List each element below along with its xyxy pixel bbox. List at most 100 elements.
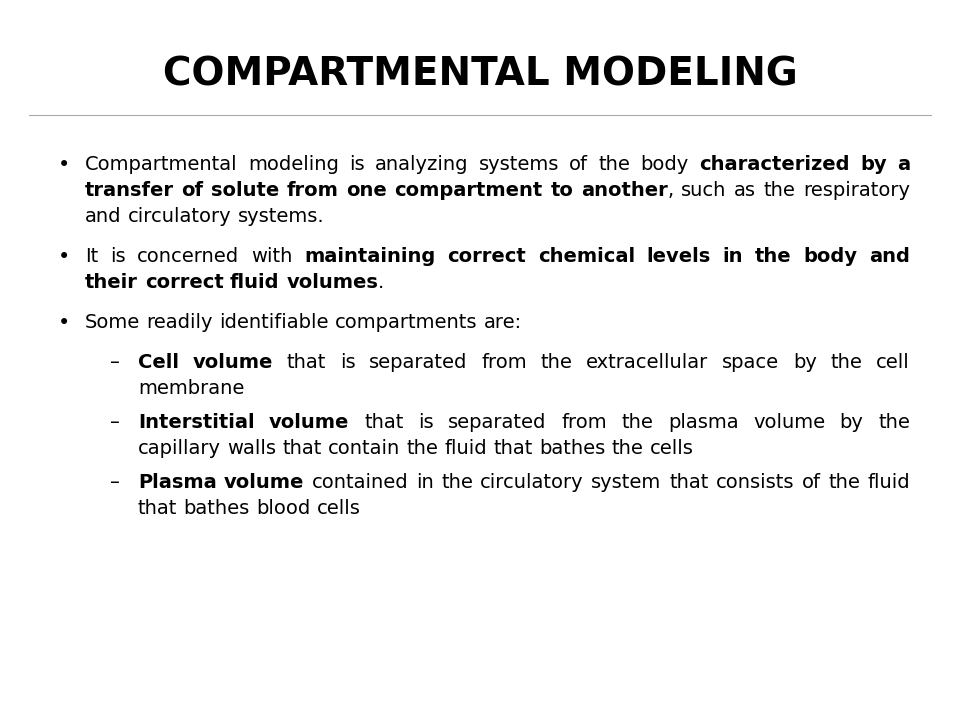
Text: to: to [550,181,573,200]
Text: from: from [562,413,607,432]
Text: correct: correct [447,247,526,266]
Text: cells: cells [317,499,361,518]
Text: their: their [85,273,138,292]
Text: that: that [493,439,533,458]
Text: one: one [347,181,387,200]
Text: a: a [897,155,910,174]
Text: walls: walls [228,439,276,458]
Text: •: • [58,155,70,175]
Text: the: the [599,155,631,174]
Text: systems.: systems. [238,207,324,226]
Text: another: another [581,181,667,200]
Text: membrane: membrane [138,379,245,398]
Text: and: and [869,247,910,266]
Text: of: of [181,181,204,200]
Text: is: is [418,413,434,432]
Text: capillary: capillary [138,439,221,458]
Text: analyzing: analyzing [375,155,468,174]
Text: as: as [734,181,756,200]
Text: the: the [755,247,792,266]
Text: correct: correct [145,273,224,292]
Text: consists: consists [716,473,794,492]
Text: solute: solute [211,181,279,200]
Text: volume: volume [753,413,826,432]
Text: •: • [58,313,70,333]
Text: that: that [669,473,708,492]
Text: Compartmental: Compartmental [85,155,238,174]
Text: that: that [364,413,403,432]
Text: bathes: bathes [540,439,606,458]
Text: is: is [110,247,126,266]
Text: of: of [569,155,588,174]
Text: •: • [58,247,70,267]
Text: volumes: volumes [286,273,378,292]
Text: Cell: Cell [138,353,179,372]
Text: systems: systems [479,155,559,174]
Text: extracellular: extracellular [587,353,708,372]
Text: the: the [621,413,653,432]
Text: by: by [860,155,887,174]
Text: Interstitial: Interstitial [138,413,254,432]
Text: COMPARTMENTAL MODELING: COMPARTMENTAL MODELING [162,56,798,94]
Text: from: from [287,181,339,200]
Text: and: and [85,207,122,226]
Text: Some: Some [85,313,140,332]
Text: plasma: plasma [668,413,738,432]
Text: –: – [110,473,120,492]
Text: chemical: chemical [538,247,635,266]
Text: respiratory: respiratory [803,181,910,200]
Text: concerned: concerned [137,247,239,266]
Text: fluid: fluid [230,273,279,292]
Text: of: of [802,473,821,492]
Text: the: the [407,439,439,458]
Text: separated: separated [448,413,546,432]
Text: that: that [287,353,326,372]
Text: modeling: modeling [248,155,339,174]
Text: the: the [540,353,572,372]
Text: such: such [682,181,727,200]
Text: is: is [340,353,355,372]
Text: Plasma: Plasma [138,473,217,492]
Text: fluid: fluid [868,473,910,492]
Text: cells: cells [650,439,694,458]
Text: fluid: fluid [444,439,488,458]
Text: volume: volume [193,353,273,372]
Text: transfer: transfer [85,181,174,200]
Text: that: that [138,499,178,518]
Text: –: – [110,413,120,432]
Text: cell: cell [876,353,910,372]
Text: body: body [640,155,689,174]
Text: by: by [840,413,864,432]
Text: circulatory: circulatory [480,473,584,492]
Text: compartment: compartment [395,181,542,200]
Text: identifiable: identifiable [219,313,328,332]
Text: is: is [349,155,365,174]
Text: in: in [723,247,743,266]
Text: the: the [612,439,643,458]
Text: by: by [793,353,817,372]
Text: levels: levels [647,247,711,266]
Text: are:: are: [484,313,522,332]
Text: characterized: characterized [699,155,850,174]
Text: space: space [722,353,780,372]
Text: system: system [591,473,661,492]
Text: volume: volume [224,473,304,492]
Text: It: It [85,247,98,266]
Text: contain: contain [328,439,400,458]
Text: the: the [828,473,860,492]
Text: –: – [110,353,120,372]
Text: separated: separated [370,353,468,372]
Text: maintaining: maintaining [304,247,436,266]
Text: readily: readily [147,313,213,332]
Text: body: body [804,247,857,266]
Text: blood: blood [256,499,310,518]
Text: compartments: compartments [335,313,477,332]
Text: .: . [378,273,385,292]
Text: the: the [763,181,796,200]
Text: with: with [252,247,293,266]
Text: in: in [416,473,434,492]
Text: circulatory: circulatory [128,207,231,226]
Text: ,: , [667,181,674,200]
Text: from: from [481,353,527,372]
Text: the: the [878,413,910,432]
